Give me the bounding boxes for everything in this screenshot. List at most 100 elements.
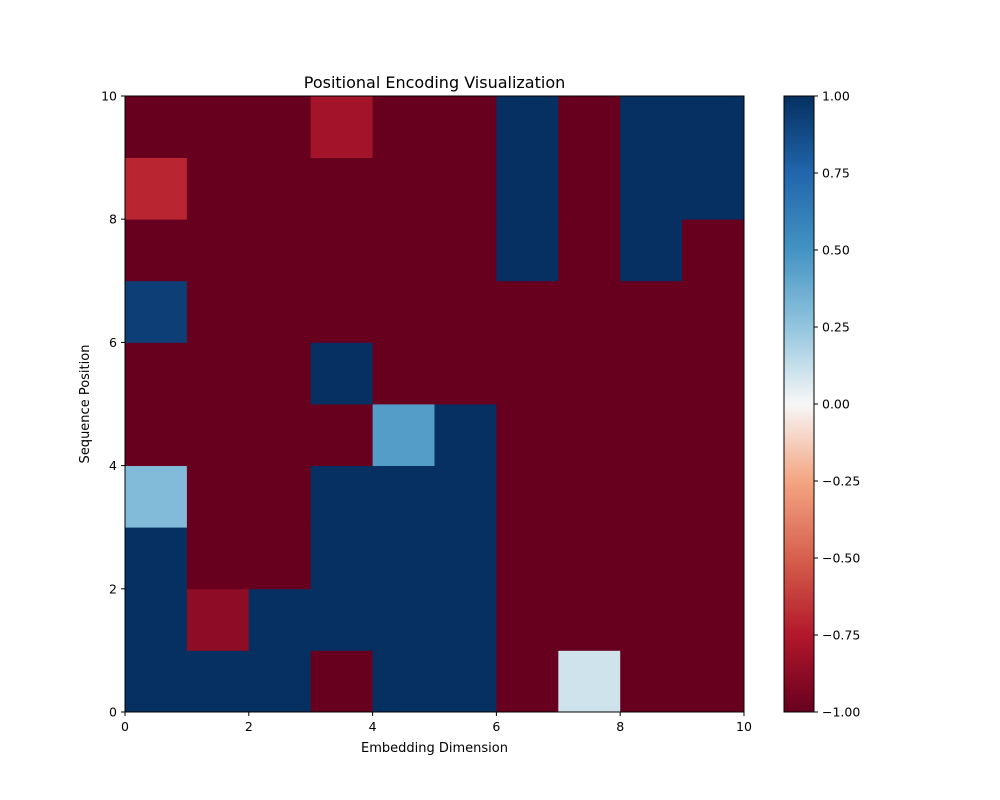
x-tick-label: 10 xyxy=(736,719,752,734)
heatmap-cell xyxy=(125,404,188,466)
colorbar-tick-label: 0.50 xyxy=(822,243,850,258)
heatmap-cell xyxy=(620,342,683,405)
heatmap-cell xyxy=(125,219,188,282)
heatmap-cell xyxy=(620,157,683,220)
heatmap-cell xyxy=(496,588,559,651)
heatmap-cell xyxy=(434,465,497,528)
colorbar xyxy=(783,95,815,713)
heatmap-cell xyxy=(372,280,435,343)
heatmap-cell xyxy=(620,96,683,158)
heatmap-cell xyxy=(248,157,312,220)
heatmap-cell xyxy=(248,404,312,466)
x-axis: 0 2 4 6 8 10 xyxy=(121,712,752,734)
heatmap-cell xyxy=(248,96,312,158)
colorbar-tick-label: −1.00 xyxy=(822,705,860,720)
heatmap-cell xyxy=(125,157,188,220)
heatmap-cell xyxy=(558,342,621,405)
heatmap-cell xyxy=(558,96,621,158)
heatmap-cell xyxy=(310,96,373,158)
heatmap-cell xyxy=(434,219,497,282)
heatmap-cell xyxy=(682,96,745,158)
x-tick-label: 8 xyxy=(616,719,624,734)
heatmap-cell xyxy=(682,404,745,466)
colorbar-tick-label: −0.50 xyxy=(822,551,860,566)
heatmap-cell xyxy=(682,465,745,528)
heatmap-cell xyxy=(125,280,188,343)
x-axis-label: Embedding Dimension xyxy=(361,741,508,756)
heatmap-cell xyxy=(310,650,373,713)
heatmap-cell xyxy=(310,157,373,220)
heatmap-cell xyxy=(125,588,188,651)
heatmap-cell xyxy=(682,280,745,343)
heatmap-cells xyxy=(125,96,745,713)
heatmap-cell xyxy=(186,588,250,651)
heatmap-cell xyxy=(434,342,497,405)
heatmap-cell xyxy=(496,527,559,590)
heatmap-cell xyxy=(310,465,373,528)
heatmap-cell xyxy=(125,342,188,405)
heatmap-cell xyxy=(248,588,312,651)
heatmap-cell xyxy=(186,527,250,590)
heatmap-cell xyxy=(496,404,559,466)
heatmap-cell xyxy=(125,527,188,590)
heatmap-cell xyxy=(310,404,373,466)
heatmap-cell xyxy=(186,404,250,466)
heatmap-cell xyxy=(434,157,497,220)
heatmap-cell xyxy=(372,465,435,528)
heatmap-cell xyxy=(682,219,745,282)
heatmap-cell xyxy=(620,527,683,590)
y-axis: 0 2 4 6 8 10 xyxy=(101,89,125,720)
heatmap-cell xyxy=(496,96,559,158)
heatmap-cell xyxy=(372,219,435,282)
heatmap-cell xyxy=(682,157,745,220)
x-tick-label: 2 xyxy=(245,719,253,734)
x-tick-label: 6 xyxy=(492,719,500,734)
heatmap-cell xyxy=(372,650,435,713)
colorbar-tick-label: −0.25 xyxy=(822,474,860,489)
heatmap-cell xyxy=(496,342,559,405)
heatmap-cell xyxy=(372,588,435,651)
heatmap-cell xyxy=(186,342,250,405)
heatmap-cell xyxy=(620,650,683,713)
heatmap-cell xyxy=(372,96,435,158)
y-tick-label: 0 xyxy=(109,705,117,720)
heatmap-cell xyxy=(682,588,745,651)
heatmap-cell xyxy=(682,527,745,590)
colorbar-tick-label: 0.75 xyxy=(822,166,850,181)
y-tick-label: 2 xyxy=(109,581,117,596)
heatmap-cell xyxy=(186,650,250,713)
heatmap-cell xyxy=(496,280,559,343)
heatmap-cell xyxy=(125,465,188,528)
y-tick-label: 6 xyxy=(109,335,117,350)
heatmap-cell xyxy=(372,157,435,220)
heatmap-cell xyxy=(372,342,435,405)
heatmap-cell xyxy=(248,342,312,405)
heatmap-cell xyxy=(434,96,497,158)
heatmap-cell xyxy=(434,527,497,590)
heatmap-cell xyxy=(186,96,250,158)
heatmap-cell xyxy=(125,650,188,713)
heatmap-cell xyxy=(496,465,559,528)
heatmap-cell xyxy=(558,404,621,466)
heatmap-cell xyxy=(186,157,250,220)
y-tick-label: 8 xyxy=(109,212,117,227)
heatmap-cell xyxy=(248,527,312,590)
y-tick-label: 10 xyxy=(101,89,117,104)
heatmap-cell xyxy=(434,280,497,343)
heatmap-cell xyxy=(620,465,683,528)
heatmap-cell xyxy=(558,527,621,590)
heatmap-cell xyxy=(310,342,373,405)
heatmap-cell xyxy=(558,588,621,651)
heatmap-cell xyxy=(496,650,559,713)
heatmap-cell xyxy=(434,588,497,651)
plot-frame xyxy=(124,95,745,713)
colorbar-tick-label: 0.00 xyxy=(822,397,850,412)
colorbar-tick-label: −0.75 xyxy=(822,628,860,643)
colorbar-ticks: 1.00 0.75 0.50 0.25 0.00 −0.25 −0.50 −0.75 −1.00 xyxy=(814,89,860,720)
heatmap-cell xyxy=(248,219,312,282)
colorbar-tick-label: 1.00 xyxy=(822,89,850,104)
heatmap-cell xyxy=(620,219,683,282)
heatmap-cell xyxy=(310,219,373,282)
heatmap-cell xyxy=(310,588,373,651)
